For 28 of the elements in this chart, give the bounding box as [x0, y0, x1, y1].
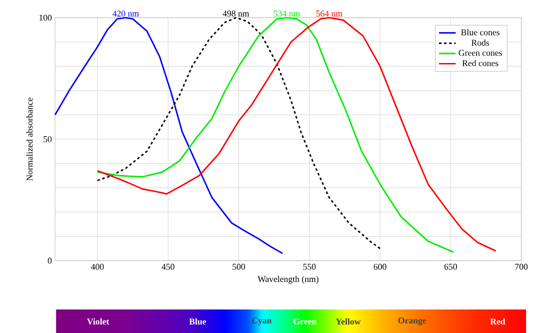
legend-label: Blue cones	[461, 28, 500, 36]
text: Violet	[87, 318, 110, 324]
text: Yellow	[336, 318, 361, 324]
text: Red	[490, 318, 506, 324]
annotation: 420 nm	[112, 10, 139, 16]
y-tick-label: 50	[44, 136, 52, 142]
text: Blue	[189, 318, 206, 324]
annotation: 534 nm	[274, 10, 300, 16]
line-series	[54, 16, 284, 254]
legend-label: Green cones	[458, 50, 502, 56]
text: Orange	[398, 317, 426, 326]
legend-label: Rods	[472, 39, 490, 46]
x-tick-label: 650	[444, 264, 457, 270]
y-tick-label: 0	[48, 257, 52, 264]
annotation: 498 nm	[222, 10, 250, 16]
y-tick-label: 100	[39, 14, 52, 20]
text: Green	[294, 318, 316, 324]
x-tick-label: 450	[162, 264, 174, 270]
x-tick-label: 500	[232, 264, 246, 270]
x-axis-title: Wavelength (nm)	[258, 276, 318, 284]
x-tick-label: 400	[91, 264, 104, 270]
x-tick-label: 600	[374, 264, 386, 270]
legend-label: Red cones	[462, 60, 498, 66]
x-tick-label: 550	[303, 264, 316, 270]
line-series	[96, 16, 381, 250]
annotation: 564 nm	[316, 10, 342, 16]
x-tick-label: 700	[515, 264, 528, 270]
y-axis-title: Normalized absorbance	[26, 98, 33, 180]
